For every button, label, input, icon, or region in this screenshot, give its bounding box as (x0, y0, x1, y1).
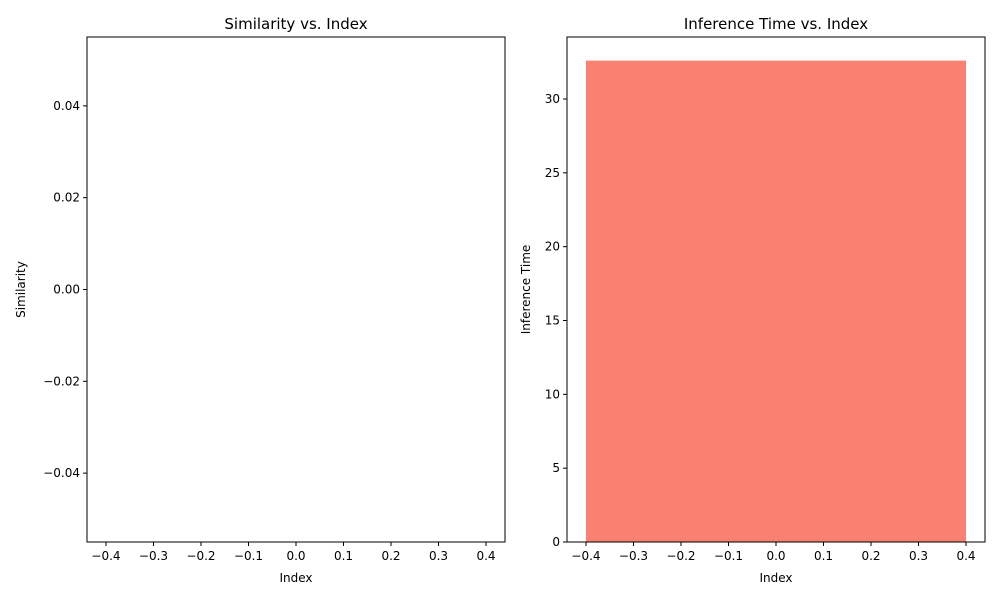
y-tick-label: 30 (545, 92, 560, 106)
chart-title: Similarity vs. Index (224, 15, 367, 33)
y-tick-label: 25 (545, 166, 560, 180)
inference-time-chart: Inference Time vs. Index Index Inference… (519, 15, 986, 585)
y-tick-label: 0.04 (53, 99, 80, 113)
x-ticks: −0.4 −0.3 −0.2 −0.1 0.0 0.1 0.2 0.3 0.4 (91, 542, 496, 563)
x-tick-label: 0.4 (476, 549, 495, 563)
y-tick-label: 0.00 (53, 283, 80, 297)
x-tick-label: 0.3 (909, 549, 928, 563)
x-tick-label: 0.2 (381, 549, 400, 563)
y-tick-label: 5 (552, 461, 560, 475)
y-ticks: 0 5 10 15 20 25 30 (545, 92, 567, 549)
x-tick-label: 0.1 (334, 549, 353, 563)
y-tick-label: 0.02 (53, 191, 80, 205)
y-tick-label: 20 (545, 240, 560, 254)
x-tick-label: −0.1 (714, 549, 743, 563)
x-tick-label: −0.1 (234, 549, 263, 563)
y-tick-label: 10 (545, 387, 560, 401)
x-tick-label: −0.4 (571, 549, 600, 563)
y-axis-label: Inference Time (519, 245, 533, 335)
x-ticks: −0.4 −0.3 −0.2 −0.1 0.0 0.1 0.2 0.3 0.4 (571, 542, 976, 563)
y-tick-label: −0.04 (43, 466, 80, 480)
x-tick-label: 0.0 (766, 549, 785, 563)
y-tick-label: −0.02 (43, 374, 80, 388)
y-tick-label: 0 (552, 535, 560, 549)
x-tick-label: 0.3 (429, 549, 448, 563)
y-tick-label: 15 (545, 314, 560, 328)
x-tick-label: 0.2 (861, 549, 880, 563)
x-tick-label: 0.1 (814, 549, 833, 563)
x-tick-label: 0.0 (286, 549, 305, 563)
x-tick-label: −0.2 (666, 549, 695, 563)
similarity-chart: Similarity vs. Index Index Similarity −0… (14, 15, 506, 585)
plot-frame (86, 36, 506, 543)
y-axis-label: Similarity (14, 261, 28, 318)
x-axis-label: Index (759, 571, 792, 585)
x-tick-label: 0.4 (956, 549, 975, 563)
x-tick-label: −0.2 (186, 549, 215, 563)
x-tick-label: −0.3 (619, 549, 648, 563)
x-tick-label: −0.3 (139, 549, 168, 563)
x-tick-label: −0.4 (91, 549, 120, 563)
chart-title: Inference Time vs. Index (684, 15, 868, 33)
x-axis-label: Index (279, 571, 312, 585)
bars (586, 60, 966, 542)
plot-frame (566, 36, 986, 543)
y-ticks: −0.04 −0.02 0.00 0.02 0.04 (43, 99, 87, 480)
bar (586, 60, 966, 542)
